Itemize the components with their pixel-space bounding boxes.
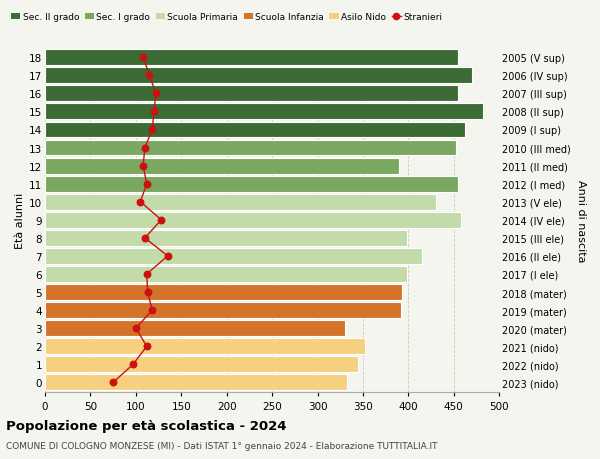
Bar <box>45 68 472 84</box>
Point <box>145 73 154 80</box>
Bar <box>45 86 458 102</box>
Point <box>148 307 157 314</box>
Point <box>139 55 148 62</box>
Bar <box>45 375 347 391</box>
Text: COMUNE DI COLOGNO MONZESE (MI) - Dati ISTAT 1° gennaio 2024 - Elaborazione TUTTI: COMUNE DI COLOGNO MONZESE (MI) - Dati IS… <box>6 441 437 450</box>
Bar <box>45 140 455 156</box>
Point <box>148 127 157 134</box>
Point <box>136 199 145 206</box>
Bar <box>45 158 399 174</box>
Bar <box>45 357 358 372</box>
Y-axis label: Età alunni: Età alunni <box>15 192 25 248</box>
Bar <box>45 176 458 192</box>
Point <box>143 289 152 296</box>
Point <box>128 361 138 368</box>
Point <box>142 180 152 188</box>
Bar <box>45 230 407 246</box>
Point <box>131 325 140 332</box>
Bar <box>45 267 407 282</box>
Text: Popolazione per età scolastica - 2024: Popolazione per età scolastica - 2024 <box>6 419 287 431</box>
Point <box>142 271 152 278</box>
Point <box>149 108 159 116</box>
Bar <box>45 248 422 264</box>
Point <box>151 90 161 98</box>
Bar <box>45 320 345 336</box>
Point <box>140 235 150 242</box>
Y-axis label: Anni di nascita: Anni di nascita <box>576 179 586 262</box>
Bar <box>45 339 365 354</box>
Point <box>109 379 118 386</box>
Bar <box>45 285 402 300</box>
Bar <box>45 302 401 319</box>
Bar <box>45 50 458 66</box>
Point <box>157 217 166 224</box>
Point <box>139 162 148 170</box>
Bar <box>45 122 464 138</box>
Point <box>140 145 150 152</box>
Bar <box>45 104 483 120</box>
Bar <box>45 213 461 228</box>
Point <box>163 253 172 260</box>
Bar <box>45 194 436 210</box>
Point <box>142 343 152 350</box>
Legend: Sec. II grado, Sec. I grado, Scuola Primaria, Scuola Infanzia, Asilo Nido, Stran: Sec. II grado, Sec. I grado, Scuola Prim… <box>11 13 442 22</box>
